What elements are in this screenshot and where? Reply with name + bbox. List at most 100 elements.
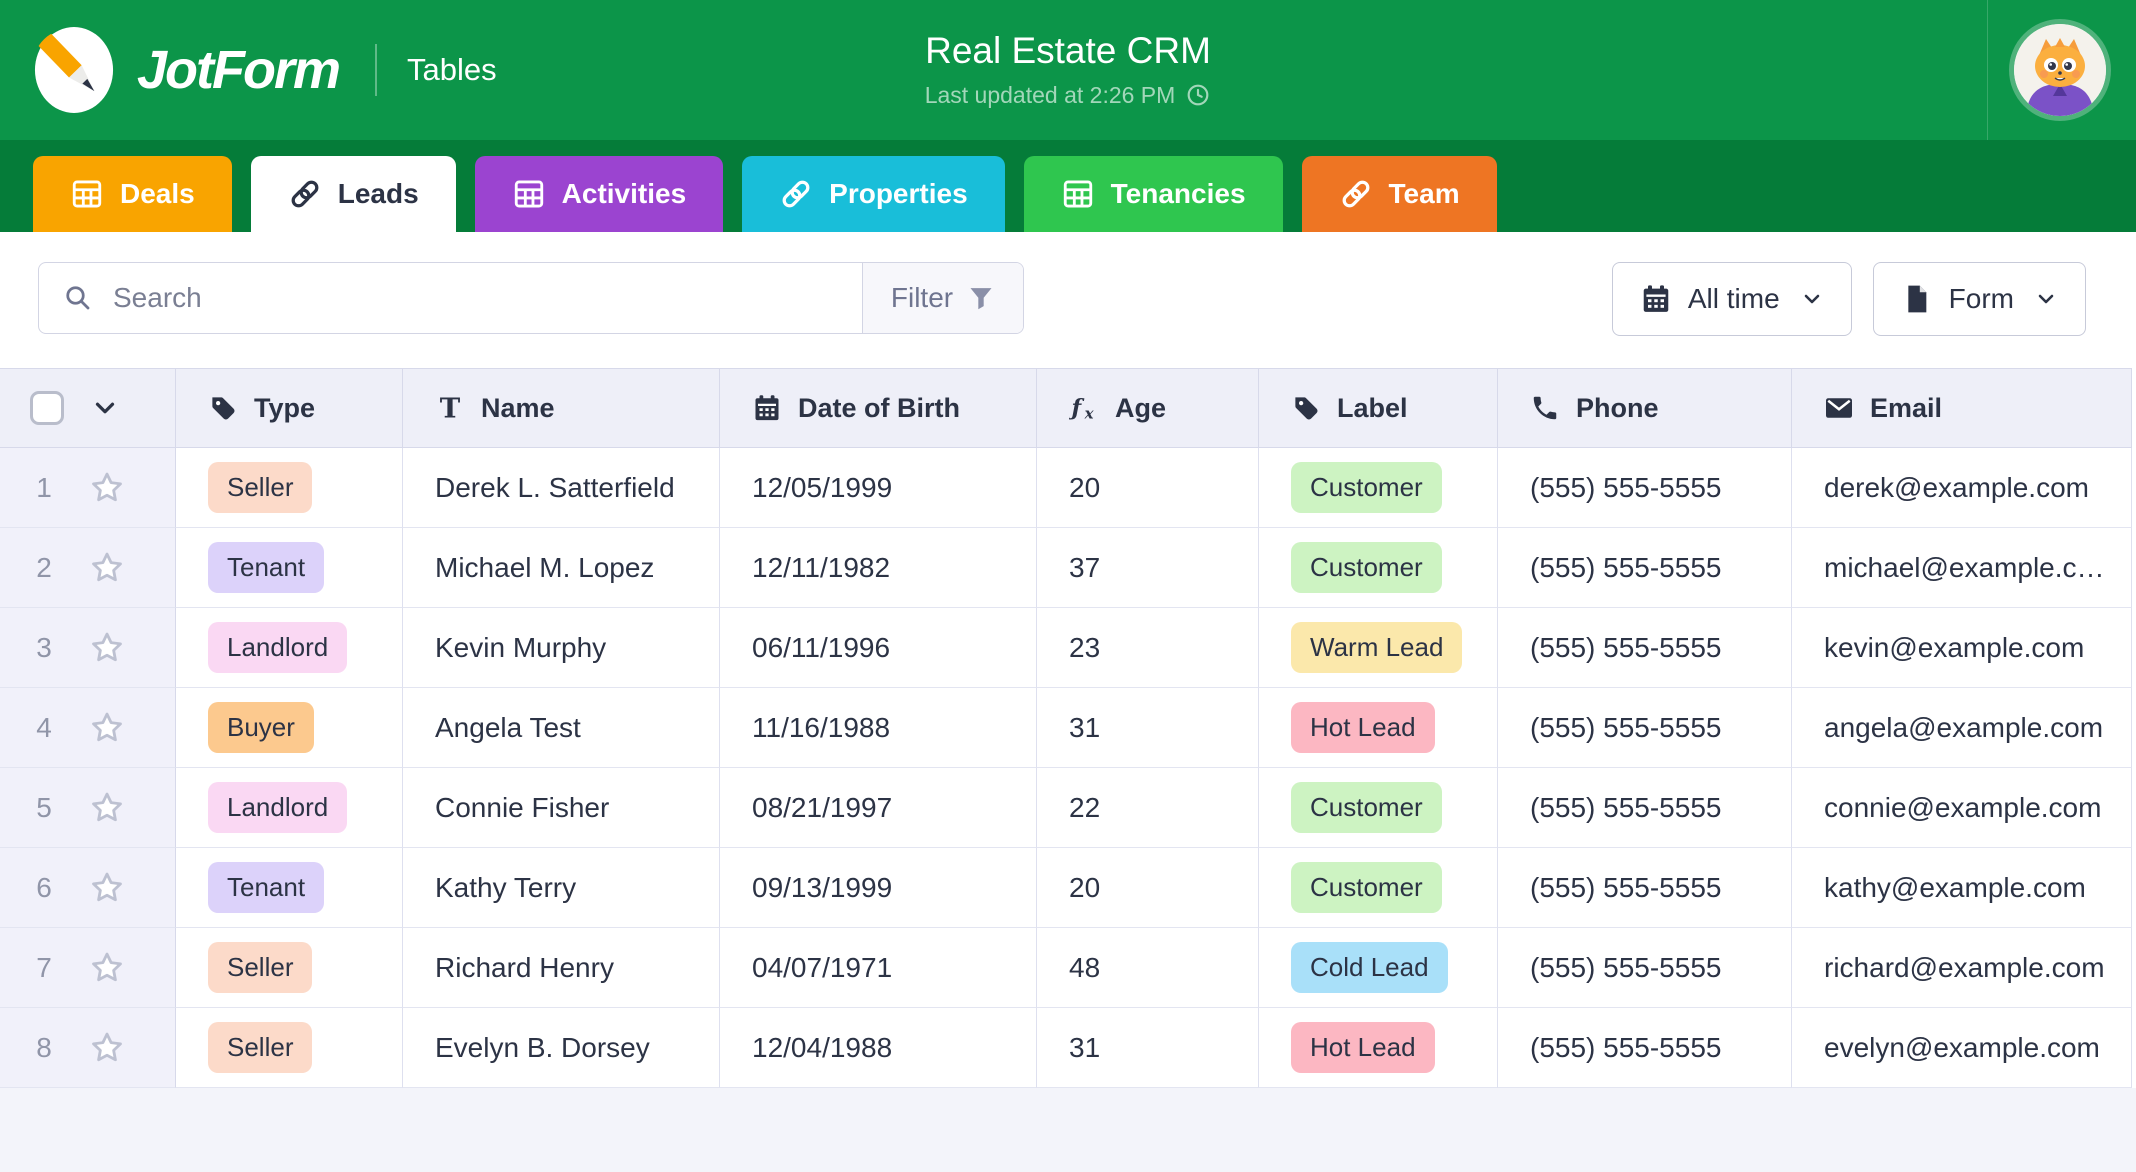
column-header-email[interactable]: Email [1792,369,2132,447]
label-cell[interactable]: Customer [1259,448,1498,528]
dob-cell[interactable]: 12/04/1988 [720,1008,1037,1088]
age-cell[interactable]: 31 [1037,688,1259,768]
star-icon[interactable] [88,629,126,667]
age-cell[interactable]: 20 [1037,848,1259,928]
type-cell[interactable]: Tenant [176,528,403,608]
dob-cell[interactable]: 12/05/1999 [720,448,1037,528]
select-menu-chevron-icon[interactable] [90,393,120,423]
email-cell[interactable]: connie@example.com [1792,768,2132,848]
filter-button[interactable]: Filter [862,263,1023,333]
search-input[interactable] [111,281,862,315]
email-cell[interactable]: michael@example.c… [1792,528,2132,608]
star-icon[interactable] [88,789,126,827]
type-cell[interactable]: Tenant [176,848,403,928]
name-cell[interactable]: Michael M. Lopez [403,528,720,608]
dob-cell[interactable]: 09/13/1999 [720,848,1037,928]
phone-cell[interactable]: (555) 555-5555 [1498,528,1792,608]
dob-cell[interactable]: 08/21/1997 [720,768,1037,848]
tab-team[interactable]: Team [1301,156,1497,232]
age-cell[interactable]: 37 [1037,528,1259,608]
email-cell[interactable]: evelyn@example.com [1792,1008,2132,1088]
select-all-checkbox[interactable] [30,391,64,425]
column-header-name[interactable]: Name [403,369,720,447]
email-cell[interactable]: kathy@example.com [1792,848,2132,928]
tab-properties[interactable]: Properties [742,156,1005,232]
row-select-cell: 1 [0,448,176,528]
envelope-icon [1824,393,1854,423]
time-range-button[interactable]: All time [1611,262,1852,336]
phone-cell[interactable]: (555) 555-5555 [1498,688,1792,768]
type-cell[interactable]: Seller [176,928,403,1008]
search-icon [63,283,93,313]
table-row: 8 Seller Evelyn B. Dorsey 12/04/1988 31 … [0,1008,2132,1088]
calendar-icon [752,393,782,423]
phone-cell[interactable]: (555) 555-5555 [1498,768,1792,848]
name-cell[interactable]: Connie Fisher [403,768,720,848]
star-icon[interactable] [88,949,126,987]
tab-label: Activities [561,178,687,209]
column-header-dob[interactable]: Date of Birth [720,369,1037,447]
label-cell[interactable]: Hot Lead [1259,1008,1498,1088]
email-cell[interactable]: derek@example.com [1792,448,2132,528]
phone-cell[interactable]: (555) 555-5555 [1498,1008,1792,1088]
user-avatar[interactable] [2014,24,2106,116]
jotform-pencil-logo[interactable] [33,25,115,115]
column-header-type[interactable]: Type [176,369,403,447]
row-number: 2 [36,551,52,583]
form-button[interactable]: Form [1872,262,2086,336]
label-cell[interactable]: Customer [1259,848,1498,928]
age-cell[interactable]: 22 [1037,768,1259,848]
row-select-cell: 8 [0,1008,176,1088]
dob-cell[interactable]: 06/11/1996 [720,608,1037,688]
column-header-phone[interactable]: Phone [1498,369,1792,447]
column-header-age[interactable]: Age [1037,369,1259,447]
type-cell[interactable]: Landlord [176,768,403,848]
age-cell[interactable]: 48 [1037,928,1259,1008]
name-cell[interactable]: Kathy Terry [403,848,720,928]
tab-activities[interactable]: Activities [474,156,724,232]
name-cell[interactable]: Angela Test [403,688,720,768]
phone-cell[interactable]: (555) 555-5555 [1498,608,1792,688]
label-cell[interactable]: Hot Lead [1259,688,1498,768]
tab-deals[interactable]: Deals [33,156,232,232]
name-cell[interactable]: Derek L. Satterfield [403,448,720,528]
age-cell[interactable]: 31 [1037,1008,1259,1088]
filter-label: Filter [890,282,954,313]
phone-cell[interactable]: (555) 555-5555 [1498,928,1792,1008]
email-cell[interactable]: angela@example.com [1792,688,2132,768]
star-icon[interactable] [88,869,126,907]
type-badge: Buyer [208,701,314,754]
name-cell[interactable]: Richard Henry [403,928,720,1008]
column-header-label[interactable]: Label [1259,369,1498,447]
phone-cell[interactable]: (555) 555-5555 [1498,848,1792,928]
dob-cell[interactable]: 11/16/1988 [720,688,1037,768]
age-cell[interactable]: 20 [1037,448,1259,528]
star-icon[interactable] [88,1029,126,1067]
phone-cell[interactable]: (555) 555-5555 [1498,448,1792,528]
email-cell[interactable]: kevin@example.com [1792,608,2132,688]
tab-tenancies[interactable]: Tenancies [1023,156,1283,232]
column-label: Phone [1576,392,1659,423]
type-cell[interactable]: Seller [176,1008,403,1088]
name-cell[interactable]: Kevin Murphy [403,608,720,688]
type-cell[interactable]: Buyer [176,688,403,768]
type-cell[interactable]: Landlord [176,608,403,688]
name-cell[interactable]: Evelyn B. Dorsey [403,1008,720,1088]
star-icon[interactable] [88,469,126,507]
dob-cell[interactable]: 04/07/1971 [720,928,1037,1008]
label-cell[interactable]: Warm Lead [1259,608,1498,688]
label-cell[interactable]: Customer [1259,528,1498,608]
star-icon[interactable] [88,709,126,747]
dob-cell[interactable]: 12/11/1982 [720,528,1037,608]
email-cell[interactable]: richard@example.com [1792,928,2132,1008]
label-cell[interactable]: Customer [1259,768,1498,848]
column-label: Name [481,392,555,423]
row-select-cell: 7 [0,928,176,1008]
table-row: 5 Landlord Connie Fisher 08/21/1997 22 C… [0,768,2132,848]
tag-icon [208,393,238,423]
star-icon[interactable] [88,549,126,587]
age-cell[interactable]: 23 [1037,608,1259,688]
tab-leads[interactable]: Leads [250,156,456,232]
label-cell[interactable]: Cold Lead [1259,928,1498,1008]
type-cell[interactable]: Seller [176,448,403,528]
